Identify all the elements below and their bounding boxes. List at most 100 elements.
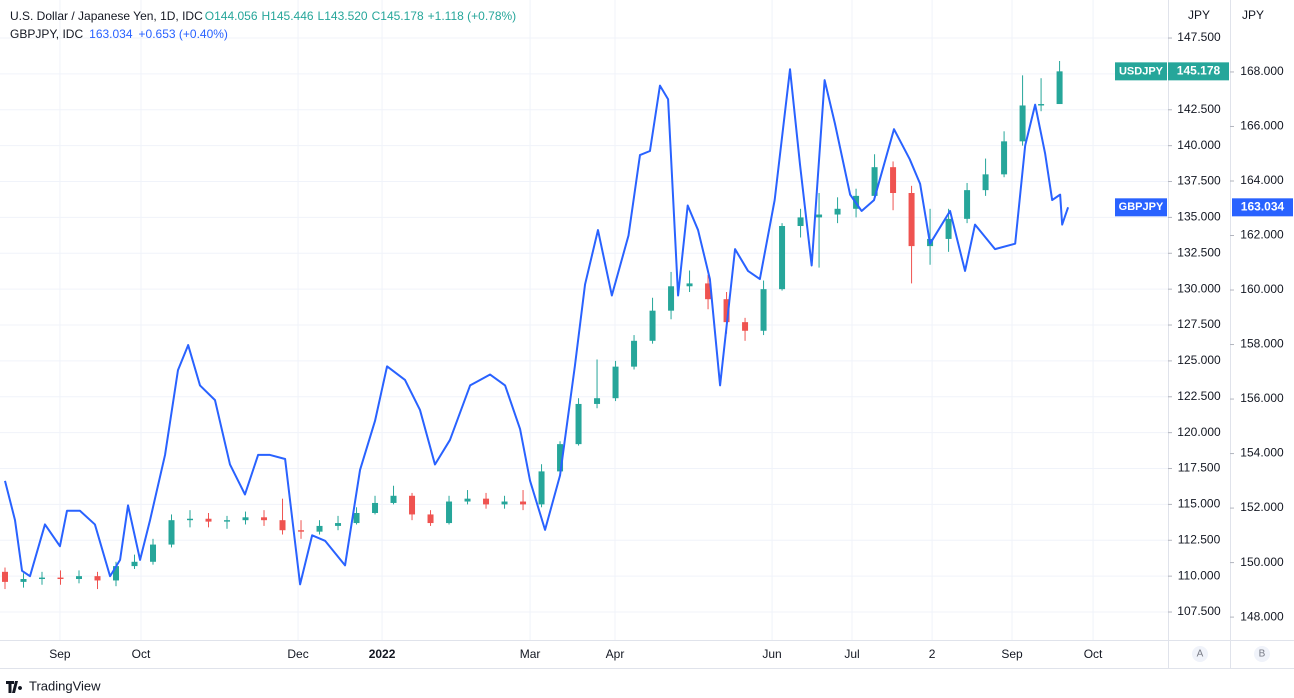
candle-body bbox=[409, 495, 416, 515]
candle-body bbox=[723, 299, 730, 323]
y2-tick-label: 156.000 bbox=[1240, 391, 1284, 405]
price-tag-name: USDJPY bbox=[1119, 65, 1164, 77]
y-tick-label: 107.500 bbox=[1177, 604, 1221, 618]
series-title: GBPJPY, IDC bbox=[10, 27, 83, 41]
y-tick-label: 122.500 bbox=[1177, 389, 1221, 403]
candle-body bbox=[279, 520, 286, 531]
x-tick-label: Sep bbox=[1001, 647, 1023, 661]
ohlc-label: O144.056 bbox=[205, 9, 258, 23]
candle-body bbox=[1001, 141, 1008, 175]
candle-body bbox=[779, 226, 786, 290]
candle-body bbox=[76, 576, 83, 580]
series-line bbox=[4, 68, 1070, 586]
candle-body bbox=[94, 576, 101, 581]
price-tag-name: GBPJPY bbox=[1119, 201, 1164, 213]
candle-body bbox=[1, 571, 8, 582]
y2-tick-label: 154.000 bbox=[1240, 446, 1284, 460]
y2-tick-label: 162.000 bbox=[1240, 228, 1284, 242]
candle-body bbox=[1038, 104, 1045, 106]
candle-body bbox=[113, 566, 120, 581]
candle-body bbox=[168, 520, 175, 545]
ohlc-label: +1.118 (+0.78%) bbox=[428, 9, 517, 23]
brand-logo[interactable] bbox=[6, 681, 23, 693]
ohlc-label: L143.520 bbox=[318, 9, 368, 23]
candle-body bbox=[908, 193, 915, 247]
candle-body bbox=[742, 322, 749, 331]
y-tick-label: 117.500 bbox=[1178, 461, 1221, 475]
candle-body bbox=[187, 518, 194, 521]
candle-body bbox=[705, 283, 712, 300]
x-tick-label: Mar bbox=[520, 647, 541, 661]
price-tag bbox=[1115, 62, 1167, 81]
candle-body bbox=[816, 214, 823, 218]
candle-body bbox=[20, 579, 27, 582]
candle-body bbox=[557, 444, 564, 472]
y-tick-label: 147.500 bbox=[1177, 30, 1221, 44]
candle-body bbox=[38, 577, 45, 580]
y-tick-label: 140.000 bbox=[1177, 138, 1221, 152]
candle-body bbox=[760, 289, 767, 331]
y-tick-label: 137.500 bbox=[1177, 174, 1221, 188]
candle-body bbox=[224, 520, 231, 522]
y2-tick-label: 166.000 bbox=[1240, 119, 1284, 133]
x-tick-label: 2022 bbox=[369, 647, 396, 661]
y2-tick-label: 148.000 bbox=[1240, 609, 1284, 623]
symbol-title: U.S. Dollar / Japanese Yen, 1D, IDC bbox=[10, 9, 203, 23]
scale-button-label[interactable]: A bbox=[1197, 649, 1204, 660]
candle-body bbox=[890, 167, 897, 194]
scale-button[interactable] bbox=[1192, 646, 1208, 662]
candle-body bbox=[612, 366, 619, 399]
candle-body bbox=[427, 514, 434, 524]
candle-body bbox=[242, 517, 249, 521]
x-tick-label: Dec bbox=[287, 647, 308, 661]
candle-body bbox=[261, 517, 268, 521]
candle-body bbox=[834, 208, 841, 215]
y2-tick-label: 158.000 bbox=[1240, 337, 1284, 351]
series-change: +0.653 (+0.40%) bbox=[139, 27, 228, 41]
candle-body bbox=[501, 501, 508, 505]
candle-body bbox=[575, 403, 582, 445]
grid bbox=[0, 0, 1168, 640]
brand-name[interactable]: TradingView bbox=[29, 678, 101, 693]
y-tick-label: 132.500 bbox=[1177, 245, 1221, 259]
candle-body bbox=[520, 501, 527, 505]
price-tag bbox=[1232, 198, 1293, 217]
ohlc-label: H145.446 bbox=[262, 9, 314, 23]
x-tick-label: Sep bbox=[49, 647, 71, 661]
candle-body bbox=[205, 518, 212, 522]
candle-body bbox=[964, 190, 971, 219]
legend-line-2: GBPJPY, IDC 163.034 +0.653 (+0.40%) bbox=[10, 27, 228, 41]
price-tag bbox=[1168, 62, 1229, 81]
y2-tick-label: 150.000 bbox=[1240, 555, 1284, 569]
scale-button-label[interactable]: B bbox=[1259, 649, 1266, 660]
y-tick-label: 120.000 bbox=[1177, 425, 1221, 439]
y-tick-label: 142.500 bbox=[1177, 102, 1221, 116]
scale-button[interactable] bbox=[1254, 646, 1270, 662]
candle-body bbox=[390, 495, 397, 503]
candle-body bbox=[57, 577, 64, 580]
candle-body bbox=[871, 167, 878, 196]
candle-body bbox=[353, 513, 360, 524]
candle-body bbox=[594, 398, 601, 404]
y-tick-label: 110.000 bbox=[1178, 568, 1221, 582]
y-tick-label: 125.000 bbox=[1177, 353, 1221, 367]
y2-tick-label: 160.000 bbox=[1240, 282, 1284, 296]
candle-body bbox=[538, 471, 545, 505]
candle-body bbox=[649, 310, 656, 341]
y-tick-label: 135.000 bbox=[1177, 210, 1221, 224]
candle-body bbox=[797, 217, 804, 227]
price-tag-value: 145.178 bbox=[1177, 64, 1221, 78]
x-tick-label: 2 bbox=[929, 647, 936, 661]
plot-area bbox=[1, 60, 1070, 590]
y-tick-label: 130.000 bbox=[1177, 281, 1221, 295]
y2-tick-label: 152.000 bbox=[1240, 500, 1284, 514]
x-tick-label: Apr bbox=[606, 647, 625, 661]
candle-body bbox=[945, 218, 952, 239]
candle-body bbox=[335, 523, 342, 526]
ohlc-values: O144.056 H145.446 L143.520 C145.178 +1.118 (… bbox=[205, 9, 516, 23]
candle-body bbox=[1056, 71, 1063, 105]
y2-tick-label: 168.000 bbox=[1240, 64, 1284, 78]
